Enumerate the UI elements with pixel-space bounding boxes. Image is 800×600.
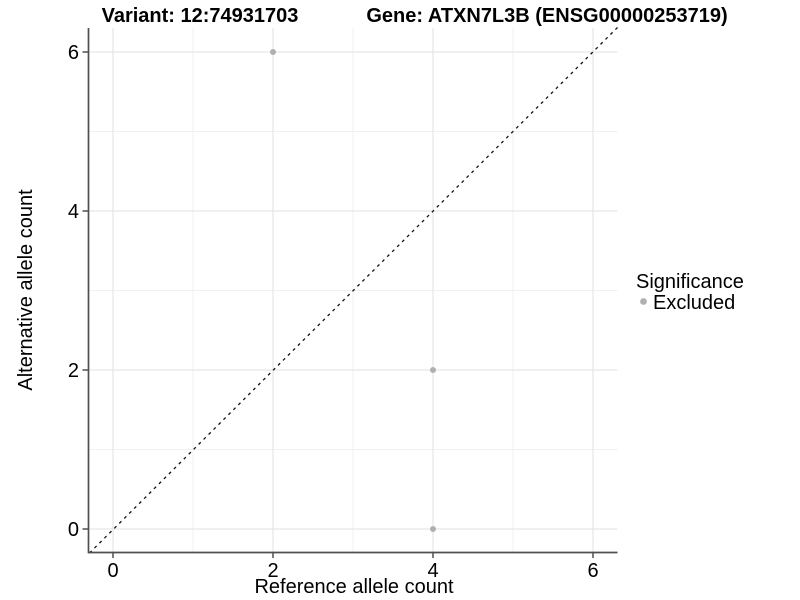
x-tick-marks [112,552,594,558]
y-axis-title: Alternative allele count [15,189,37,391]
x-tick-label: 0 [107,560,118,582]
x-tick-labels: 0 2 4 6 [107,560,598,582]
y-tick-label: 2 [68,360,79,382]
legend: Significance Excluded [636,271,744,314]
y-tick-label: 0 [68,519,79,541]
data-point [430,526,436,532]
legend-key-excluded-dot [640,298,647,305]
legend-title: Significance [636,271,744,293]
x-tick-label: 4 [427,560,438,582]
identity-dashed-line [89,27,618,554]
plot-title-gene: Gene: ATXN7L3B (ENSG00000253719) [366,5,727,27]
legend-label-excluded: Excluded [653,292,735,314]
x-tick-label: 6 [587,560,598,582]
major-gridlines [88,28,618,553]
y-tick-marks [82,51,88,530]
y-tick-label: 4 [68,201,79,223]
data-point [270,49,276,55]
data-point [430,367,436,373]
y-tick-labels: 0 2 4 6 [68,42,79,541]
x-tick-label: 2 [267,560,278,582]
y-tick-label: 6 [68,42,79,64]
data-points [270,49,436,532]
x-axis-title: Reference allele count [254,576,453,598]
plot-title-variant: Variant: 12:74931703 [102,5,299,27]
